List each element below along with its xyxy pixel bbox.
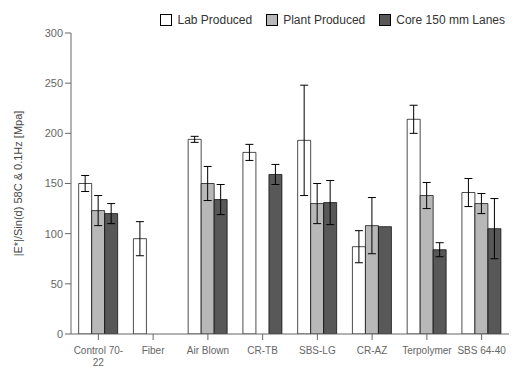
svg-text:SBS-LG: SBS-LG — [299, 345, 336, 356]
svg-text:CR-TB: CR-TB — [247, 345, 278, 356]
svg-text:50: 50 — [51, 278, 63, 290]
html-text:Core 150 mm Lanes: Core 150 mm Lanes — [396, 13, 505, 27]
svg-text:Air Blown: Air Blown — [187, 345, 229, 356]
svg-text:300: 300 — [45, 27, 63, 39]
svg-text:Control 70-22: Control 70-22 — [74, 345, 123, 368]
html-text:Lab Produced: Lab Produced — [177, 13, 253, 27]
svg-text:|E*|/Sin(d) 58C & 0.1Hz [Mpa]: |E*|/Sin(d) 58C & 0.1Hz [Mpa] — [12, 111, 24, 257]
svg-text:100: 100 — [45, 228, 63, 240]
svg-text:Terpolymer: Terpolymer — [402, 345, 452, 356]
svg-text:Fiber: Fiber — [142, 345, 165, 356]
svg-text:CR-AZ: CR-AZ — [357, 345, 388, 356]
svg-text:150: 150 — [45, 177, 63, 189]
html-text:Plant Produced: Plant Produced — [283, 13, 366, 27]
svg-text:250: 250 — [45, 77, 63, 89]
svg-text:SBS 64-40: SBS 64-40 — [457, 345, 506, 356]
svg-text:0: 0 — [57, 328, 63, 340]
svg-text:200: 200 — [45, 127, 63, 139]
